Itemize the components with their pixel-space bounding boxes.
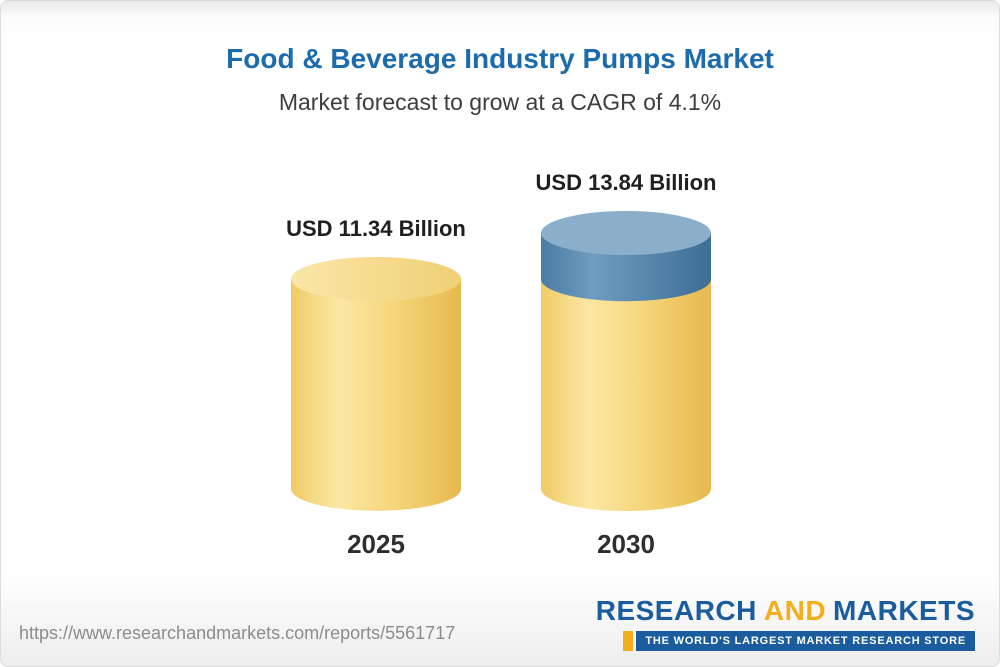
category-label-2025: 2025: [347, 529, 405, 559]
category-label-2030: 2030: [597, 529, 655, 559]
logo-tagline-text: THE WORLD'S LARGEST MARKET RESEARCH STOR…: [636, 631, 975, 651]
chart-title: Food & Beverage Industry Pumps Market: [226, 43, 774, 74]
bar-cylinder-2030: [536, 208, 716, 514]
logo-word-and: AND: [763, 595, 827, 626]
logo-text: RESEARCH AND MARKETS: [596, 595, 975, 627]
value-label-2030: USD 13.84 Billion: [535, 170, 717, 195]
cylinder-svg: [541, 211, 711, 511]
logo-word-research: RESEARCH: [595, 595, 757, 626]
cylinder-svg: [291, 257, 461, 512]
report-url: https://www.researchandmarkets.com/repor…: [19, 623, 456, 643]
bar-cylinder-2025: [286, 254, 466, 514]
logo-word-markets: MARKETS: [833, 595, 975, 626]
logo-gold-square-icon: [623, 631, 634, 651]
researchandmarkets-logo: RESEARCH AND MARKETS THE WORLD'S LARGEST M…: [596, 595, 975, 651]
logo-tagline-bar: THE WORLD'S LARGEST MARKET RESEARCH STOR…: [623, 631, 975, 651]
chart-subtitle: Market forecast to grow at a CAGR of 4.1…: [278, 89, 722, 115]
value-label-2025: USD 11.34 Billion: [286, 216, 466, 242]
